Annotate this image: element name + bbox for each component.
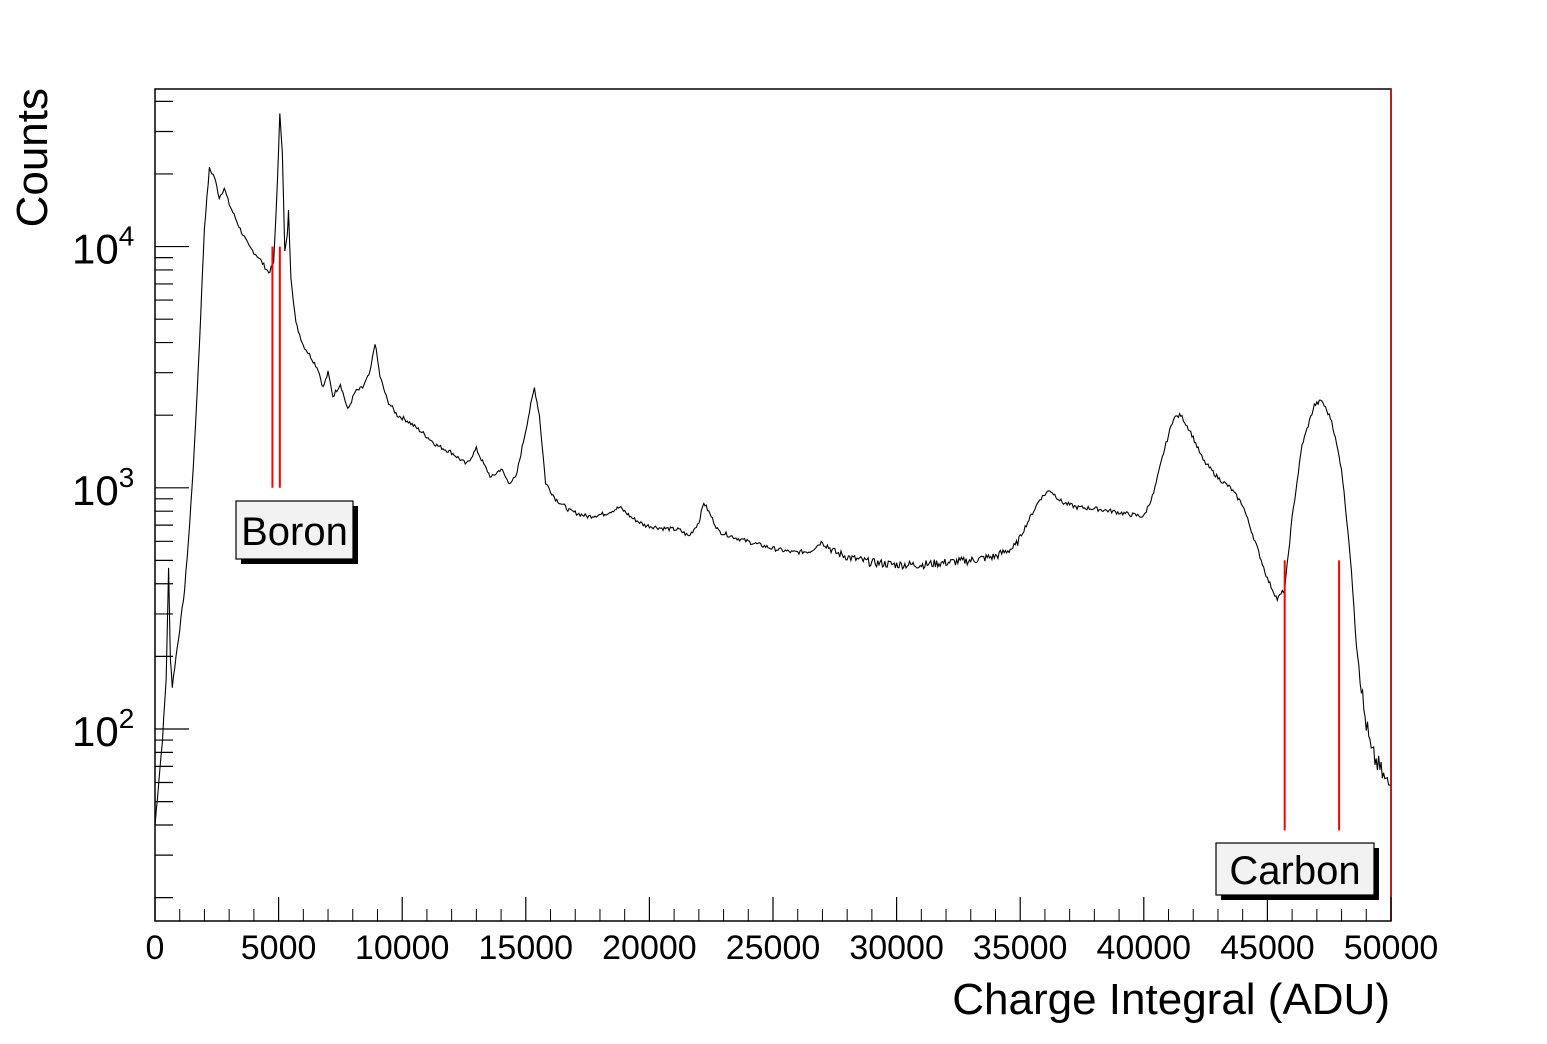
carbon-label-box: Carbon — [1215, 842, 1379, 900]
boron-label-text: Boron — [241, 510, 348, 554]
boron-label-box: Boron — [235, 500, 358, 564]
x-tick-label-0: 0 — [146, 929, 165, 967]
y-tick-base-0: 10 — [72, 708, 119, 755]
series-line-0 — [154, 113, 1392, 826]
y-tick-label-1: 103 — [72, 462, 134, 514]
y-tick-exponent-1: 3 — [119, 462, 135, 493]
y-tick-exponent-2: 4 — [119, 221, 135, 252]
x-tick-label-6: 30000 — [849, 929, 944, 967]
x-tick-label-5: 25000 — [726, 929, 821, 967]
y-tick-label-0: 102 — [72, 703, 134, 755]
y-tick-exponent-0: 2 — [119, 703, 135, 734]
marker-layer — [271, 246, 1341, 831]
y-axis-title: Counts — [8, 88, 57, 227]
series-layer — [154, 113, 1392, 826]
x-tick-label-8: 40000 — [1097, 929, 1192, 967]
y-tick-label-2: 104 — [72, 221, 134, 273]
x-axis: 0 5000 10000 15000 20000 25000 30000 35000 40000… — [146, 897, 1439, 967]
x-axis-title: Charge Integral (ADU) — [952, 975, 1390, 1024]
x-tick-label-4: 20000 — [602, 929, 697, 967]
y-tick-base-1: 10 — [72, 467, 119, 514]
carbon-label-text: Carbon — [1229, 849, 1360, 893]
x-tick-label-7: 35000 — [973, 929, 1068, 967]
x-tick-label-3: 15000 — [479, 929, 574, 967]
x-tick-label-9: 45000 — [1220, 929, 1315, 967]
y-tick-base-2: 10 — [72, 226, 119, 273]
x-tick-label-10: 50000 — [1344, 929, 1439, 967]
x-tick-label-1: 5000 — [241, 929, 317, 967]
x-tick-label-2: 10000 — [355, 929, 450, 967]
